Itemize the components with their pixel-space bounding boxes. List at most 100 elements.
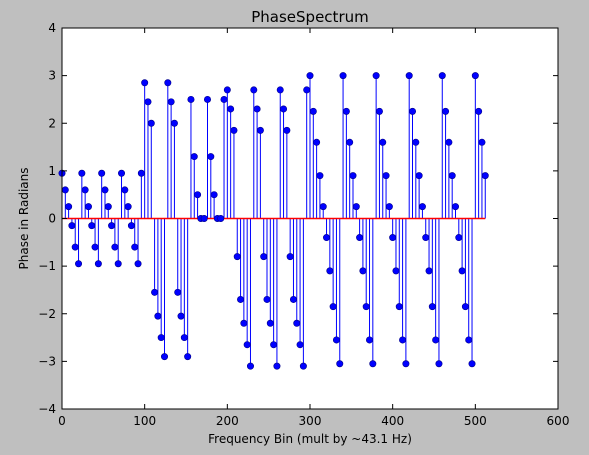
y-tick-label: −4 xyxy=(38,402,56,416)
stem-marker xyxy=(111,243,119,251)
stem-marker xyxy=(98,169,106,177)
stem-marker xyxy=(170,119,178,127)
stem-marker xyxy=(161,353,169,361)
stem-marker xyxy=(167,98,175,106)
stem-markers xyxy=(58,72,489,370)
stem-marker xyxy=(435,360,443,368)
stem-marker xyxy=(65,203,73,211)
stem-marker xyxy=(389,234,397,242)
stem-marker xyxy=(296,341,304,349)
stem-marker xyxy=(270,341,278,349)
stem-marker xyxy=(194,191,202,199)
x-tick-label: 0 xyxy=(58,414,66,428)
stem-marker xyxy=(395,303,403,311)
stem-marker xyxy=(134,260,142,268)
stem-marker xyxy=(451,203,459,211)
stem-marker xyxy=(263,295,271,303)
stem-marker xyxy=(293,319,301,327)
stem-marker xyxy=(200,215,208,223)
y-tick-label: 2 xyxy=(48,116,56,130)
stem-marker xyxy=(240,319,248,327)
stem-marker xyxy=(478,138,486,146)
stem-marker xyxy=(375,107,383,115)
stem-marker xyxy=(432,336,440,344)
stem-marker xyxy=(319,203,327,211)
stem-marker xyxy=(253,105,261,113)
stem-marker xyxy=(392,267,400,275)
stem-marker xyxy=(84,203,92,211)
stem-marker xyxy=(438,72,446,80)
x-tick-label: 300 xyxy=(299,414,322,428)
stem-marker xyxy=(207,153,215,161)
stem-marker xyxy=(303,86,311,94)
stem-marker xyxy=(379,138,387,146)
stem-marker xyxy=(78,169,86,177)
y-axis-label: Phase in Radians xyxy=(17,168,31,270)
stem-marker xyxy=(412,138,420,146)
stem-marker xyxy=(260,253,268,261)
stem-marker xyxy=(61,186,69,194)
stem-marker xyxy=(91,243,99,251)
stem-marker xyxy=(362,303,370,311)
axes-frame xyxy=(61,27,559,410)
x-tick-label: 100 xyxy=(133,414,156,428)
stem-marker xyxy=(246,362,254,370)
stem-marker xyxy=(101,186,109,194)
stem-marker xyxy=(405,72,413,80)
stem-marker xyxy=(121,186,129,194)
stem-marker xyxy=(127,222,135,230)
stem-marker xyxy=(276,86,284,94)
stem-marker xyxy=(114,260,122,268)
stem-marker xyxy=(137,169,145,177)
stem-marker xyxy=(280,105,288,113)
x-tick-label: 600 xyxy=(547,414,570,428)
stem-marker xyxy=(283,126,291,134)
x-axis-ticks: 0 100 200 300 400 500 600 xyxy=(58,28,569,428)
stem-marker xyxy=(455,234,463,242)
stem-marker xyxy=(349,172,357,180)
stem-marker xyxy=(468,360,476,368)
stem-marker xyxy=(428,303,436,311)
stem-marker xyxy=(147,119,155,127)
stem-marker xyxy=(124,203,132,211)
y-tick-label: 4 xyxy=(48,21,56,35)
stem-marker xyxy=(342,107,350,115)
stem-marker xyxy=(471,72,479,80)
stem-marker xyxy=(372,72,380,80)
stem-marker xyxy=(250,86,258,94)
stem-marker xyxy=(144,98,152,106)
y-tick-label: −3 xyxy=(38,354,56,368)
stem-marker xyxy=(382,172,390,180)
stem-marker xyxy=(339,72,347,80)
stem-marker xyxy=(256,126,264,134)
stem-marker xyxy=(425,267,433,275)
y-tick-label: −2 xyxy=(38,307,56,321)
stem-marker xyxy=(299,362,307,370)
stem-marker xyxy=(243,341,251,349)
stem-marker xyxy=(316,172,324,180)
stem-marker xyxy=(68,222,76,230)
stem-marker xyxy=(286,253,294,261)
stem-marker xyxy=(180,334,188,342)
stem-marker xyxy=(461,303,469,311)
stem-marker xyxy=(217,215,225,223)
stem-marker xyxy=(164,79,172,87)
stem-marker xyxy=(223,86,231,94)
stem-marker xyxy=(177,312,185,320)
stem-marker xyxy=(306,72,314,80)
stem-marker xyxy=(445,138,453,146)
stem-marker xyxy=(366,336,374,344)
stem-marker xyxy=(266,319,274,327)
stem-marker xyxy=(481,172,489,180)
stem-marker xyxy=(475,107,483,115)
x-axis-label: Frequency Bin (mult by ~43.1 Hz) xyxy=(208,432,412,446)
x-tick-label: 400 xyxy=(381,414,404,428)
stem-marker xyxy=(332,336,340,344)
stem-marker xyxy=(227,105,235,113)
y-tick-label: −1 xyxy=(38,259,56,273)
stem-marker xyxy=(309,107,317,115)
stem-marker xyxy=(336,360,344,368)
stem-marker xyxy=(184,353,192,361)
stem-marker xyxy=(465,336,473,344)
